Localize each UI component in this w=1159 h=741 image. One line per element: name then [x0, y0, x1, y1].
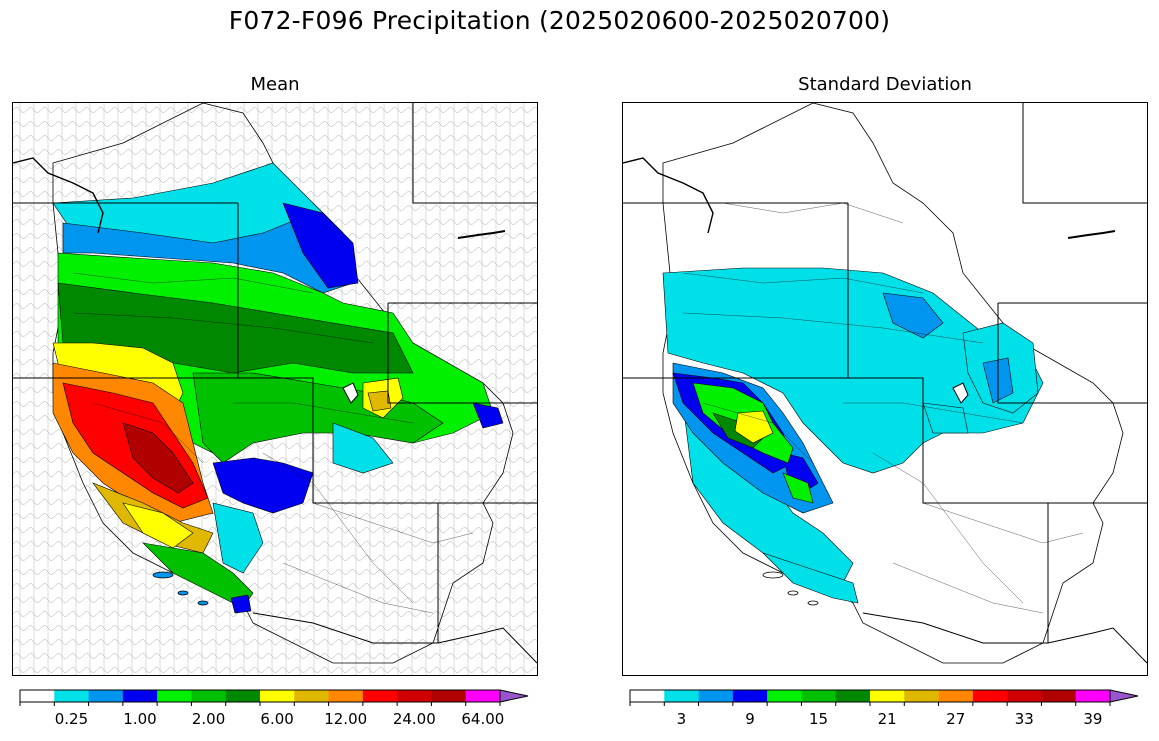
mean-map	[12, 102, 538, 676]
mean-color-segment	[20, 690, 55, 702]
std-green-east	[782, 472, 814, 504]
mean-cyan-east	[332, 422, 394, 474]
std-map	[622, 102, 1148, 676]
mean-darkblue-north	[282, 202, 359, 289]
mean-extend-arrow	[499, 689, 529, 703]
mean-blue-south	[212, 457, 314, 514]
mean-gold-east	[367, 390, 392, 412]
std-cyan-east-small	[922, 402, 969, 434]
mean-color-segment	[260, 690, 295, 702]
std-lake-outline	[952, 382, 969, 404]
mean-coast-puget	[13, 157, 104, 234]
std-colorbar-tick-label: 27	[946, 710, 965, 728]
mean-color-segment	[88, 690, 124, 702]
std-colorbar-tick-label: 3	[677, 710, 687, 728]
mean-colorbar-tick-label: 24.00	[393, 710, 436, 728]
mean-color-segment	[431, 690, 467, 702]
std-cyan-coast	[762, 552, 859, 604]
mean-panel-title: Mean	[250, 74, 300, 95]
mean-color-segment	[122, 690, 158, 702]
std-colorbar-tick-label: 21	[878, 710, 897, 728]
mean-colorbar-tick-label: 1.00	[123, 710, 156, 728]
mean-lake-outline	[342, 382, 359, 404]
mean-blue-east	[472, 402, 504, 429]
std-color-segment	[904, 690, 940, 702]
mean-color-segment	[157, 690, 192, 702]
mean-color-segment	[294, 690, 330, 702]
std-lake-superior-seg	[1067, 230, 1116, 239]
std-color-segment	[1075, 690, 1111, 702]
figure-title: F072-F096 Precipitation (2025020600-2025…	[228, 6, 891, 35]
std-colorbar-tick-label: 33	[1015, 710, 1034, 728]
mean-color-segment	[328, 690, 364, 702]
std-colorbar: 3 9 15 21 27 33 39	[629, 687, 1150, 739]
std-colorbar-tick-label: 39	[1083, 710, 1102, 728]
std-color-segment	[1007, 690, 1042, 702]
std-extend-arrow	[1109, 689, 1139, 703]
std-darkblue-east	[782, 452, 819, 494]
std-color-segment	[972, 690, 1008, 702]
std-color-segment	[732, 690, 768, 702]
std-colorbar-tick-label: 15	[809, 710, 828, 728]
std-color-segment	[767, 690, 802, 702]
std-coast-puget	[623, 157, 714, 234]
std-color-segment	[698, 690, 734, 702]
mean-blue-north	[62, 212, 354, 294]
std-color-segment	[630, 690, 665, 702]
std-panel-title: Standard Deviation	[798, 74, 972, 95]
std-color-segment	[835, 690, 871, 702]
std-color-segment	[938, 690, 974, 702]
mean-color-segment	[397, 690, 432, 702]
mean-colorbar-tick-label: 12.00	[324, 710, 367, 728]
mean-darkblue-tip	[230, 594, 252, 614]
std-color-segment	[1041, 690, 1077, 702]
mean-color-segment	[191, 690, 227, 702]
mean-color-segment	[225, 690, 261, 702]
std-colorbar-tick-label: 9	[745, 710, 755, 728]
std-blue-north	[882, 292, 944, 339]
mean-color-segment	[465, 690, 501, 702]
mean-colorbar: 0.25 1.00 2.00 6.00 12.00 24.00 64.00	[19, 687, 540, 739]
mean-colorbar-tick-label: 6.00	[260, 710, 293, 728]
mean-yellow-south	[122, 502, 194, 549]
std-color-segment	[664, 690, 700, 702]
mean-colorbar-tick-label: 0.25	[55, 710, 88, 728]
mean-colorbar-tick-label: 64.00	[461, 710, 504, 728]
mean-darkred-core	[122, 422, 194, 494]
std-color-segment	[870, 690, 905, 702]
mean-lake-superior-seg	[457, 230, 506, 239]
mean-color-segment	[54, 690, 90, 702]
std-yellow-core	[734, 410, 774, 444]
mean-color-segment	[362, 690, 398, 702]
mean-cyan-south	[212, 502, 264, 574]
mean-colorbar-tick-label: 2.00	[192, 710, 225, 728]
std-color-segment	[801, 690, 837, 702]
